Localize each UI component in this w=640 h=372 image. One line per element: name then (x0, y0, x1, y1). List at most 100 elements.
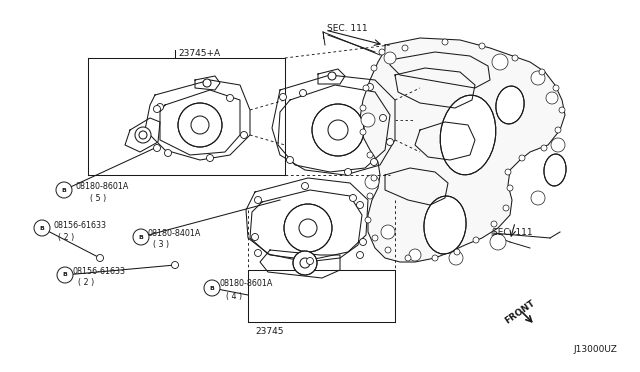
Circle shape (300, 90, 307, 96)
Circle shape (371, 175, 377, 181)
Circle shape (363, 85, 369, 91)
Circle shape (133, 229, 149, 245)
Text: 08180-8601A: 08180-8601A (75, 182, 129, 190)
Circle shape (442, 39, 448, 45)
Text: 08156-61633: 08156-61633 (72, 266, 125, 276)
Text: 23745: 23745 (255, 327, 284, 337)
Circle shape (172, 262, 179, 269)
Circle shape (178, 103, 222, 147)
Text: B: B (40, 225, 44, 231)
Ellipse shape (440, 95, 496, 175)
Circle shape (360, 129, 366, 135)
Circle shape (531, 71, 545, 85)
Circle shape (204, 280, 220, 296)
Circle shape (490, 234, 506, 250)
Circle shape (503, 205, 509, 211)
Text: 08180-8601A: 08180-8601A (220, 279, 273, 289)
Text: FRONT: FRONT (503, 298, 536, 326)
Circle shape (479, 43, 485, 49)
Circle shape (454, 249, 460, 255)
Circle shape (284, 204, 332, 252)
Circle shape (385, 247, 391, 253)
Text: J13000UZ: J13000UZ (573, 344, 617, 353)
Polygon shape (360, 38, 565, 262)
Circle shape (361, 113, 375, 127)
Circle shape (365, 175, 379, 189)
Circle shape (349, 195, 356, 202)
Text: 08180-8401A: 08180-8401A (148, 228, 202, 237)
Circle shape (360, 238, 367, 246)
Circle shape (312, 104, 364, 156)
Circle shape (367, 193, 373, 199)
Text: ( 3 ): ( 3 ) (153, 241, 169, 250)
Circle shape (356, 251, 364, 259)
Circle shape (492, 54, 508, 70)
Circle shape (384, 52, 396, 64)
Text: B: B (209, 285, 214, 291)
Circle shape (252, 234, 259, 241)
Circle shape (307, 257, 314, 264)
Circle shape (409, 249, 421, 261)
Circle shape (449, 251, 463, 265)
Circle shape (402, 45, 408, 51)
Circle shape (97, 254, 104, 262)
Circle shape (372, 235, 378, 241)
Text: ( 5 ): ( 5 ) (90, 193, 106, 202)
Circle shape (559, 107, 565, 113)
Circle shape (473, 237, 479, 243)
Circle shape (135, 127, 151, 143)
Ellipse shape (424, 196, 466, 254)
Circle shape (553, 85, 559, 91)
Text: B: B (61, 187, 67, 192)
Circle shape (546, 92, 558, 104)
Circle shape (154, 144, 161, 151)
Text: ( 2 ): ( 2 ) (78, 279, 94, 288)
Text: SEC. 111: SEC. 111 (327, 23, 367, 32)
Circle shape (379, 49, 385, 55)
Circle shape (531, 191, 545, 205)
Ellipse shape (544, 154, 566, 186)
Text: ( 4 ): ( 4 ) (226, 292, 242, 301)
Circle shape (287, 157, 294, 164)
Circle shape (154, 106, 161, 112)
Circle shape (551, 138, 565, 152)
Circle shape (328, 72, 336, 80)
Circle shape (356, 202, 364, 208)
Circle shape (371, 158, 378, 166)
Text: 08156-61633: 08156-61633 (53, 221, 106, 230)
Text: B: B (63, 273, 67, 278)
Circle shape (241, 131, 248, 138)
Circle shape (227, 94, 234, 102)
Circle shape (405, 255, 411, 261)
Circle shape (255, 196, 262, 203)
Text: B: B (139, 234, 143, 240)
Circle shape (56, 182, 72, 198)
Text: ( 2 ): ( 2 ) (58, 232, 74, 241)
Circle shape (539, 69, 545, 75)
Circle shape (519, 155, 525, 161)
Circle shape (157, 103, 163, 110)
Circle shape (432, 255, 438, 261)
Circle shape (491, 221, 497, 227)
Text: SEC. 111: SEC. 111 (492, 228, 532, 237)
Circle shape (381, 225, 395, 239)
Circle shape (507, 185, 513, 191)
Circle shape (34, 220, 50, 236)
Circle shape (505, 169, 511, 175)
Circle shape (280, 93, 287, 100)
Ellipse shape (496, 86, 524, 124)
Circle shape (164, 150, 172, 157)
Circle shape (365, 217, 371, 223)
Circle shape (207, 154, 214, 161)
Circle shape (367, 83, 374, 90)
Circle shape (360, 105, 366, 111)
Circle shape (541, 145, 547, 151)
Circle shape (57, 267, 73, 283)
Text: 23745+A: 23745+A (178, 48, 220, 58)
Circle shape (301, 183, 308, 189)
Circle shape (380, 115, 387, 122)
Circle shape (255, 250, 262, 257)
Circle shape (344, 169, 351, 176)
Circle shape (555, 127, 561, 133)
Circle shape (203, 79, 211, 87)
